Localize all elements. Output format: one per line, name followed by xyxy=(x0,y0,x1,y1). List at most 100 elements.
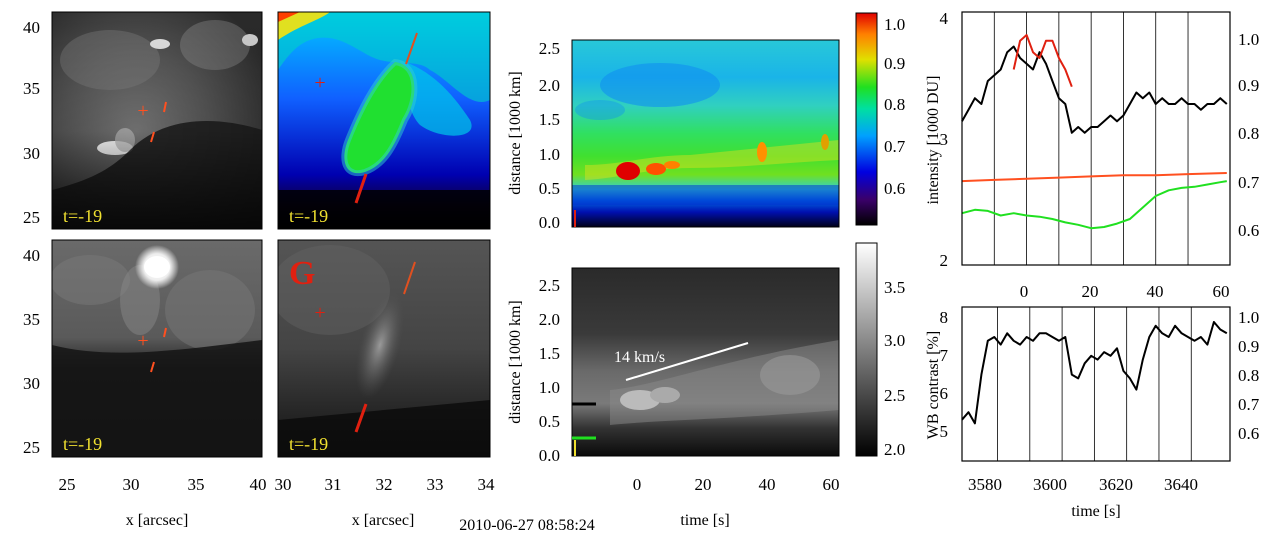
y-tick: 0.5 xyxy=(539,179,560,198)
x-tick: 40 xyxy=(250,475,267,494)
y-tick: 0.9 xyxy=(1238,76,1259,95)
x-tick: 40 xyxy=(759,475,776,494)
cbar-tick: 0.9 xyxy=(884,54,905,73)
y-tick: 30 xyxy=(23,144,40,163)
y-tick: 35 xyxy=(23,310,40,329)
y-tick: 2.0 xyxy=(539,76,560,95)
y-tick: 25 xyxy=(23,208,40,227)
frame-label-tm: t=-19 xyxy=(289,206,328,226)
slit-tick xyxy=(150,131,155,143)
y-tick: 8 xyxy=(940,308,949,327)
y-tick: 0.6 xyxy=(1238,221,1259,240)
x-tick: 0 xyxy=(1020,282,1029,301)
series-line-green xyxy=(961,180,1227,230)
x-tick: 30 xyxy=(275,475,292,494)
x-tick: 60 xyxy=(1213,282,1230,301)
y-tick: 1.5 xyxy=(539,344,560,363)
image-panel-bottom-middle xyxy=(278,240,490,457)
xt-y-axis-bottom: 2.5 2.0 1.5 1.0 0.5 0.0 xyxy=(539,276,560,465)
image-y-axis: 40 35 30 25 40 35 30 25 xyxy=(23,18,40,457)
x-tick: 30 xyxy=(123,475,140,494)
cbar-tick: 0.6 xyxy=(884,179,905,198)
intensity-right-ticks: 1.0 0.9 0.8 0.7 0.6 xyxy=(1238,30,1260,240)
wb-x-ticks: 3580 3600 3620 3640 xyxy=(968,475,1198,494)
xt-diagram-top-frame xyxy=(571,39,840,228)
y-tick: 0.8 xyxy=(1238,124,1259,143)
x-axis-label-left: x [arcsec] xyxy=(126,512,189,529)
y-tick: 2.5 xyxy=(539,39,560,58)
intensity-light-curve-plot xyxy=(961,12,1228,265)
intensity-top-x-ticks: 0 20 40 60 xyxy=(1020,282,1230,301)
series-line-black xyxy=(961,45,1228,134)
x-tick: 20 xyxy=(1082,282,1099,301)
y-tick: 4 xyxy=(940,9,949,28)
y-tick: 0.5 xyxy=(539,412,560,431)
image-x-axis-left: 25 30 35 40 xyxy=(59,475,267,494)
y-tick: 1.0 xyxy=(1238,308,1259,327)
y-tick: 0.7 xyxy=(1238,173,1260,192)
slit-tick xyxy=(150,361,155,373)
wb-xlabel: time [s] xyxy=(1071,503,1120,520)
cbar-tick: 3.0 xyxy=(884,331,905,350)
image-panel-top-middle-frame xyxy=(277,11,491,230)
frame-label-bm: t=-19 xyxy=(289,434,328,454)
series-line-black xyxy=(961,321,1228,425)
image-panel-top-left-frame xyxy=(51,11,263,230)
xt-diagram-bottom xyxy=(572,268,839,456)
x-tick: 31 xyxy=(325,475,342,494)
y-tick: 35 xyxy=(23,79,40,98)
y-tick: 7 xyxy=(940,346,949,365)
y-tick: 40 xyxy=(23,246,40,265)
x-tick: 3600 xyxy=(1033,475,1067,494)
y-tick: 25 xyxy=(23,438,40,457)
y-tick: 2.0 xyxy=(539,310,560,329)
y-tick: 1.0 xyxy=(1238,30,1259,49)
x-axis-label-mid: x [arcsec] xyxy=(352,512,415,529)
frame-label-bl: t=-19 xyxy=(63,434,102,454)
colorbar-bottom-ticks: 3.5 3.0 2.5 2.0 xyxy=(884,278,905,459)
wb-left-ticks: 8 7 6 5 xyxy=(940,308,949,441)
xt-ylabel-top: distance [1000 km] xyxy=(507,71,524,195)
marker-plus-tl: + xyxy=(137,100,148,122)
y-tick: 5 xyxy=(940,422,949,441)
marker-plus-tm: + xyxy=(314,72,325,94)
x-tick: 20 xyxy=(695,475,712,494)
intensity-ylabel: intensity [1000 DU] xyxy=(925,76,942,205)
y-tick: 0.0 xyxy=(539,213,560,232)
wb-right-ticks: 1.0 0.9 0.8 0.7 0.6 xyxy=(1238,308,1260,443)
image-panel-bottom-left-frame xyxy=(51,239,263,458)
image-panel-top-middle xyxy=(278,12,490,229)
cbar-tick: 0.7 xyxy=(884,137,906,156)
x-tick: 33 xyxy=(427,475,444,494)
image-panel-bottom-left xyxy=(52,240,262,457)
wb-ylabel: WB contrast [%] xyxy=(925,331,942,439)
wb-contrast-plot xyxy=(961,307,1228,461)
xt-diagram-bottom-frame xyxy=(571,267,840,457)
intensity-left-ticks: 4 3 2 xyxy=(940,9,949,270)
slit-line xyxy=(354,173,368,204)
y-tick: 1.0 xyxy=(539,378,560,397)
cbar-tick: 2.5 xyxy=(884,386,905,405)
intensity-plot-frame xyxy=(961,11,1231,266)
cbar-tick: 0.8 xyxy=(884,95,905,114)
y-tick: 1.5 xyxy=(539,110,560,129)
y-tick: 0.6 xyxy=(1238,424,1259,443)
image-panel-top-left xyxy=(52,12,262,229)
y-tick: 0.8 xyxy=(1238,366,1259,385)
wb-plot-frame xyxy=(961,306,1231,462)
y-tick: 40 xyxy=(23,18,40,37)
marker-plus-bm: + xyxy=(314,302,325,324)
y-tick: 2.5 xyxy=(539,276,560,295)
cbar-tick: 3.5 xyxy=(884,278,905,297)
x-tick: 40 xyxy=(1147,282,1164,301)
cbar-tick: 2.0 xyxy=(884,440,905,459)
speed-label: 14 km/s xyxy=(614,349,665,366)
x-tick: 25 xyxy=(59,475,76,494)
slit-line xyxy=(405,32,418,65)
xt-ylabel-bottom: distance [1000 km] xyxy=(507,300,524,424)
x-tick: 3620 xyxy=(1099,475,1133,494)
x-tick: 3640 xyxy=(1164,475,1198,494)
x-tick: 0 xyxy=(633,475,642,494)
slit-line xyxy=(403,261,416,295)
